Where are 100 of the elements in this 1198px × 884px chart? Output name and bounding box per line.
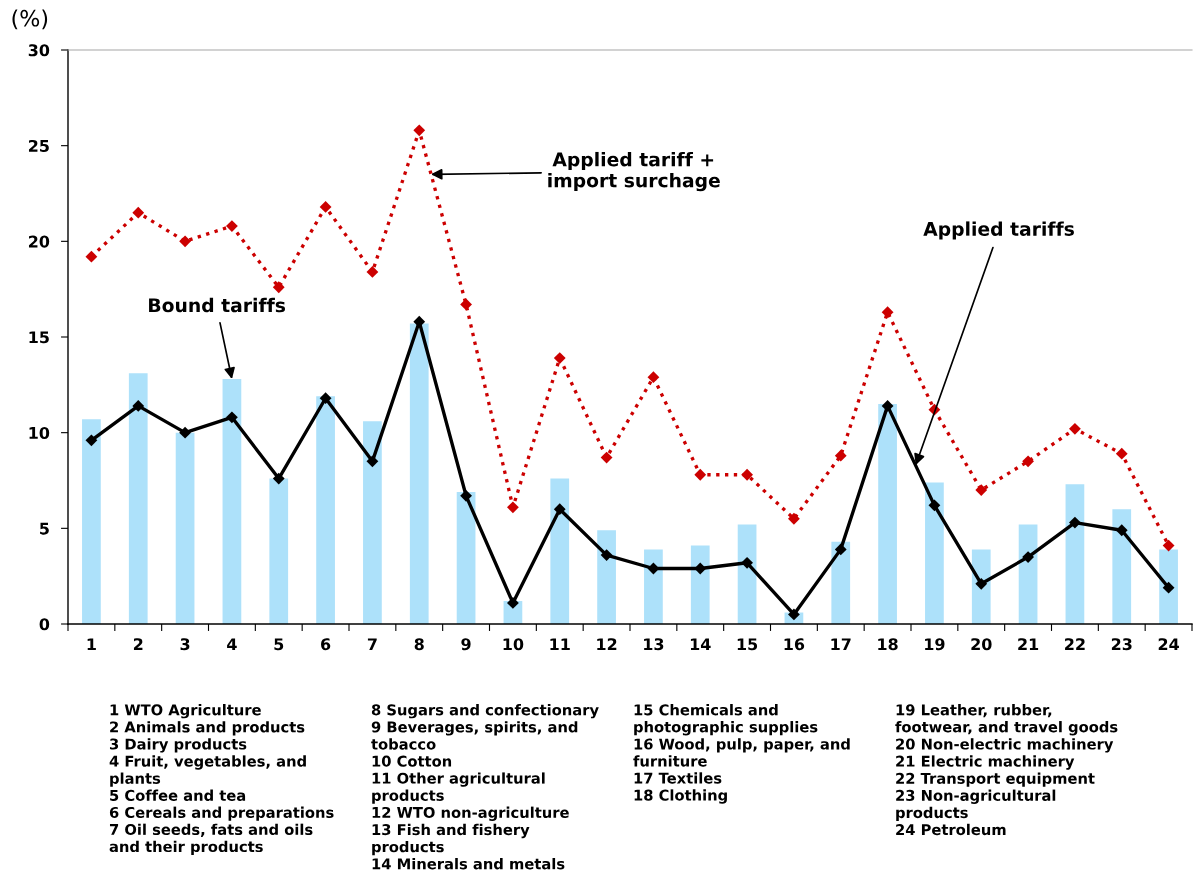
x-tick-label: 17	[831, 638, 851, 651]
point	[319, 201, 332, 213]
bar	[925, 482, 944, 624]
x-tick-label: 12	[597, 638, 617, 651]
point	[179, 426, 191, 439]
bar	[82, 419, 101, 624]
bar	[409, 323, 429, 624]
point	[600, 549, 613, 562]
point	[1115, 524, 1128, 537]
bar	[316, 396, 335, 624]
y-axis-title: (%)	[12, 9, 48, 30]
point	[647, 371, 660, 384]
x-tick-label: 6	[321, 638, 331, 651]
x-tick-label: 4	[227, 638, 237, 651]
x-tick-label: 15	[737, 638, 758, 651]
point	[741, 556, 753, 569]
point	[928, 499, 941, 512]
annotation: Applied tariffs	[923, 221, 1074, 240]
bar	[175, 432, 195, 624]
text: 1 WTO Agriculture 2 Animals and products 3 Dairy products 4 Fruit, vegetables, and plants 5 Coffee and tea 6 Cereals and preparations 7 Oil seeds, fats and oils and their products	[109, 704, 334, 855]
point	[366, 266, 379, 278]
annotation: Applied tariff + import surchage	[548, 151, 720, 192]
x-tick-label: 11	[550, 638, 570, 651]
point	[788, 608, 800, 621]
point	[272, 281, 285, 294]
bar	[269, 478, 289, 624]
point	[460, 298, 472, 311]
x-tick-label: 1	[87, 638, 96, 651]
point	[413, 124, 426, 137]
point	[834, 543, 847, 556]
y-tick-label: 0	[39, 618, 50, 631]
point	[1162, 539, 1175, 552]
point	[1022, 455, 1034, 468]
point	[975, 484, 988, 496]
bar	[597, 530, 616, 624]
x-tick-label: 9	[461, 638, 471, 651]
y-tick-label: 25	[28, 139, 49, 152]
point	[366, 455, 379, 468]
x-tick-label: 5	[274, 638, 284, 651]
point	[319, 392, 332, 405]
y-tick-label: 15	[29, 331, 49, 344]
x-tick-label: 23	[1111, 638, 1132, 651]
y-tick-label: 5	[40, 522, 49, 535]
point	[132, 399, 145, 412]
point	[834, 449, 847, 462]
bar	[878, 403, 897, 624]
bar	[363, 421, 382, 624]
point	[1022, 551, 1034, 563]
bar	[831, 541, 851, 624]
point	[881, 399, 894, 412]
y-tick-label: 30	[28, 44, 50, 57]
bar	[1018, 524, 1038, 624]
x-tick-label: 16	[784, 638, 805, 651]
x-tick-label: 8	[414, 638, 424, 651]
point	[226, 411, 238, 424]
point	[1069, 422, 1081, 435]
bar	[737, 524, 757, 624]
point	[179, 235, 191, 248]
point	[975, 577, 988, 590]
x-tick-label: 18	[878, 638, 898, 651]
bar	[128, 373, 148, 624]
x-tick-label: 13	[644, 638, 664, 651]
point	[507, 501, 519, 514]
point	[1069, 516, 1081, 529]
bar	[1159, 549, 1178, 624]
x-tick-label: 19	[925, 638, 945, 651]
bar	[456, 491, 476, 624]
y-tick-label: 10	[29, 426, 50, 439]
x-tick-label: 3	[180, 638, 190, 651]
point	[85, 434, 98, 447]
point	[272, 472, 285, 485]
x-tick-label: 22	[1065, 638, 1085, 651]
x-tick-label: 21	[1018, 638, 1039, 651]
point	[788, 512, 800, 525]
point	[1162, 581, 1175, 594]
point	[694, 468, 707, 481]
text: 19 Leather, rubber, footwear, and travel goods 20 Non-electric machinery 21 Electric machinery 22 Transport equipment 23 Non-agricultural products 24 Petroleum	[895, 704, 1118, 836]
x-tick-label: 7	[367, 638, 377, 651]
point	[132, 206, 145, 219]
point	[881, 306, 894, 319]
bar	[1065, 484, 1085, 624]
x-tick-label: 20	[971, 638, 992, 651]
point	[85, 250, 98, 263]
point	[1115, 447, 1128, 460]
y-tick-label: 20	[28, 235, 50, 248]
x-tick-label: 14	[690, 638, 711, 651]
x-tick-label: 24	[1158, 638, 1179, 651]
bar	[971, 549, 991, 624]
text: 15 Chemicals and photographic supplies 16 Wood, pulp, paper, and furniture 17 Textiles 18 Clothing	[633, 704, 850, 804]
point	[460, 489, 472, 502]
annotation: Bound tariffs	[149, 297, 286, 313]
point	[507, 597, 519, 609]
bar	[690, 545, 710, 624]
bar	[644, 549, 663, 624]
point	[600, 451, 613, 464]
x-tick-label: 10	[503, 638, 524, 651]
point	[553, 503, 566, 516]
bar	[550, 478, 570, 624]
point	[741, 468, 753, 481]
x-tick-label: 2	[133, 638, 143, 651]
